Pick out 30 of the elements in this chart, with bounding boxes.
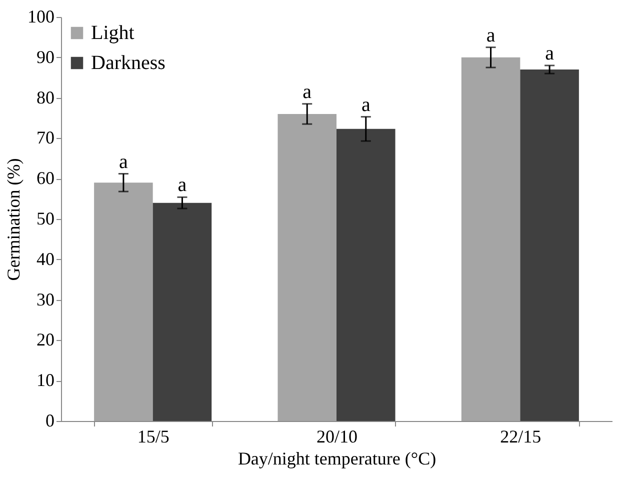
annotation: a — [302, 80, 312, 103]
legend-label: Darkness — [91, 52, 166, 74]
x-tick-label: 22/15 — [500, 426, 542, 446]
annotation: a — [545, 42, 554, 64]
annotation: a — [486, 24, 496, 46]
x-tick-label: 20/10 — [316, 426, 358, 446]
y-tick-label: 10 — [36, 370, 54, 390]
legend-label: Light — [91, 22, 135, 44]
bar — [520, 70, 579, 421]
annotation: a — [119, 150, 128, 173]
bar — [94, 182, 153, 421]
y-tick-label: 80 — [36, 87, 54, 108]
y-tick-label: 100 — [28, 6, 54, 26]
y-tick-label: 70 — [36, 128, 54, 148]
bar — [152, 202, 212, 421]
bar — [336, 128, 396, 421]
bar — [278, 114, 336, 421]
bar — [461, 57, 520, 421]
x-axis-title: Day/night temperature (°C) — [238, 448, 436, 468]
y-axis-title: Germination (%) — [4, 158, 24, 281]
y-tick-label: 0 — [46, 410, 54, 430]
annotation: a — [361, 94, 370, 116]
y-tick-label: 60 — [36, 168, 54, 188]
y-tick-label: 90 — [36, 46, 54, 67]
y-tick-label: 50 — [36, 208, 54, 228]
y-tick-label: 20 — [36, 330, 54, 350]
annotation: a — [178, 174, 187, 196]
y-tick-label: 40 — [36, 248, 54, 269]
y-tick-label: 30 — [36, 289, 54, 310]
x-tick-label: 15/5 — [137, 426, 170, 446]
